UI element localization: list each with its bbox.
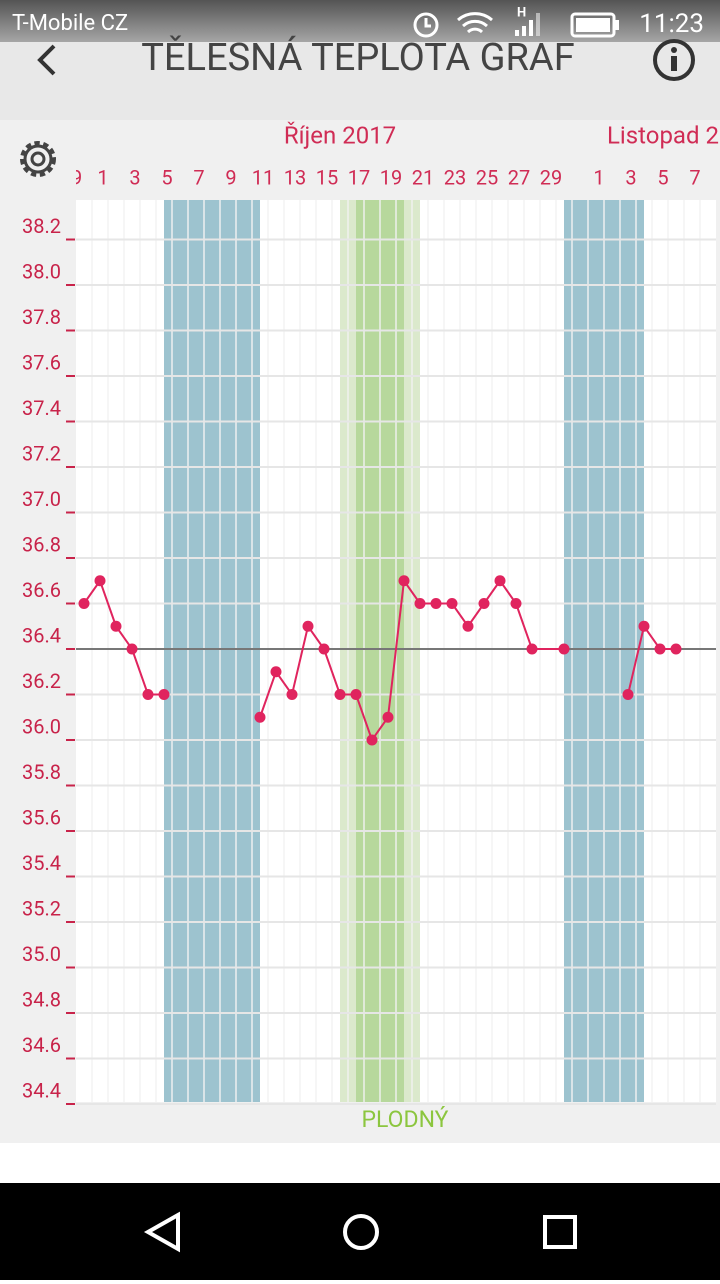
x-tick-label: 15: [316, 165, 338, 189]
nav-back[interactable]: [143, 1211, 180, 1253]
nav-bar: [0, 1183, 720, 1280]
y-tick-label: 38.0: [22, 259, 61, 283]
y-tick-label: 34.8: [22, 987, 61, 1011]
x-tick-label: 1: [593, 165, 604, 189]
x-tick-label: 3: [625, 165, 636, 189]
y-tick-label: 35.0: [22, 942, 61, 966]
data-point: [270, 666, 282, 678]
x-tick-label: 27: [508, 165, 530, 189]
data-point: [142, 689, 154, 700]
battery-icon: [570, 12, 619, 38]
x-tick-label: 7: [193, 165, 204, 189]
data-point: [254, 711, 266, 723]
data-point: [430, 598, 442, 609]
data-point: [334, 689, 346, 700]
x-tick-label: 21: [412, 165, 434, 189]
data-point: [94, 575, 106, 587]
y-tick-label: 38.2: [22, 214, 61, 238]
y-tick-label: 37.2: [22, 441, 61, 465]
y-tick-label: 37.8: [22, 305, 61, 329]
x-ticks: 2913579111315171921232527291357: [60, 165, 701, 189]
y-tick-label: 37.6: [22, 350, 61, 374]
data-point: [366, 734, 378, 746]
data-point: [414, 598, 426, 609]
data-point: [302, 620, 314, 632]
signal-icon: [515, 13, 540, 36]
x-tick-label: 11: [252, 165, 274, 189]
data-point: [446, 598, 458, 609]
data-point: [462, 620, 474, 632]
data-point: [558, 643, 570, 655]
month-label: Listopad 2017: [607, 121, 720, 149]
y-tick-label: 35.4: [22, 851, 61, 875]
network-type: H: [517, 5, 526, 20]
nav-recents[interactable]: [543, 1215, 577, 1249]
y-tick-label: 34.6: [22, 1033, 61, 1057]
x-tick-label: 19: [380, 165, 402, 189]
x-tick-label: 13: [284, 165, 306, 189]
screen-title: TĚLESNÁ TEPLOTA GRAF: [141, 34, 574, 80]
x-tick-label: 25: [476, 165, 498, 189]
nav-home[interactable]: [343, 1214, 379, 1250]
clock: 11:23: [639, 9, 704, 39]
x-tick-label: 29: [60, 165, 82, 189]
data-point: [638, 620, 650, 632]
data-point: [654, 643, 666, 655]
data-point: [622, 689, 634, 700]
settings-button[interactable]: [20, 141, 56, 177]
data-point: [318, 643, 330, 655]
data-point: [158, 689, 170, 700]
y-tick-label: 36.6: [22, 578, 61, 602]
y-tick-label: 35.8: [22, 760, 61, 784]
y-tick-label: 36.8: [22, 532, 61, 556]
y-tick-label: 37.0: [22, 487, 61, 511]
y-tick-label: 36.2: [22, 669, 61, 693]
x-tick-label: 1: [97, 165, 108, 189]
y-tick-label: 35.6: [22, 805, 61, 829]
data-point: [478, 598, 490, 609]
data-point: [286, 689, 298, 700]
x-tick-label: 17: [348, 165, 370, 189]
wifi-icon: [457, 12, 493, 34]
x-tick-label: 5: [161, 165, 172, 189]
band-label: PLODNÝ: [362, 1105, 449, 1133]
data-point: [382, 711, 394, 723]
x-tick-label: 3: [129, 165, 140, 189]
y-tick-label: 36.0: [22, 714, 61, 738]
y-tick-label: 37.4: [22, 396, 61, 420]
data-point: [126, 643, 138, 655]
y-tick-label: 35.2: [22, 896, 61, 920]
x-tick-label: 23: [444, 165, 466, 189]
back-button[interactable]: [37, 44, 56, 76]
x-tick-label: 7: [689, 165, 700, 189]
fertility-band: [164, 200, 260, 1102]
data-point: [78, 598, 90, 609]
data-point: [526, 643, 538, 655]
y-tick-label: 34.4: [22, 1078, 61, 1102]
plot: [76, 200, 716, 1105]
y-tick-label: 36.4: [22, 623, 61, 647]
data-point: [398, 575, 410, 587]
data-point: [510, 598, 522, 609]
alarm-icon: [413, 12, 439, 38]
data-point: [110, 620, 122, 632]
x-tick-label: 9: [225, 165, 236, 189]
data-point: [350, 689, 362, 700]
data-point: [494, 575, 506, 587]
data-point: [670, 643, 682, 655]
month-label: Říjen 2017: [284, 121, 396, 149]
info-button[interactable]: [653, 39, 695, 81]
x-tick-label: 5: [657, 165, 668, 189]
x-tick-label: 29: [540, 165, 562, 189]
carrier: T-Mobile CZ: [12, 11, 128, 36]
